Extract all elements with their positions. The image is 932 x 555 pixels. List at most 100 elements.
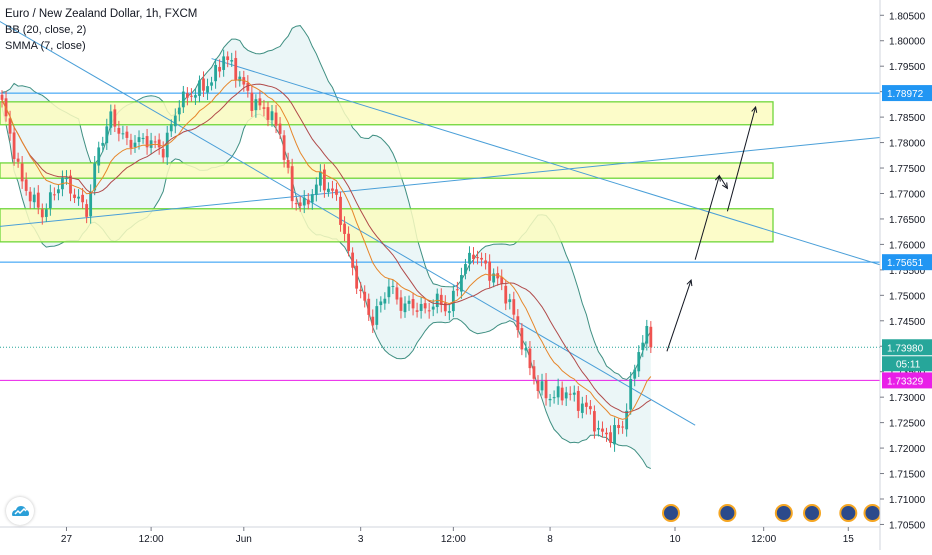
price-label-badge <box>882 85 932 102</box>
candle <box>512 291 516 320</box>
y-tick-label: 1.75000 <box>889 291 926 302</box>
candle-body <box>274 112 278 126</box>
candle <box>351 247 355 276</box>
candle-body <box>504 285 508 304</box>
projection-arrowhead-4 <box>751 105 758 113</box>
candle <box>0 90 4 108</box>
candle-body <box>395 287 399 300</box>
candle <box>185 87 189 106</box>
candle-body <box>137 137 141 143</box>
indicator-smma-label[interactable]: SMMA (7, close) <box>5 40 86 52</box>
y-tick-label: 1.72500 <box>889 419 926 430</box>
candle-body <box>36 192 40 208</box>
candle <box>568 386 572 401</box>
candle <box>133 135 137 153</box>
candle <box>383 292 387 310</box>
candle <box>181 85 185 113</box>
candle <box>77 189 80 206</box>
candle-body <box>593 411 596 432</box>
candle-body <box>649 326 653 348</box>
candle <box>597 420 600 437</box>
candle <box>427 302 431 319</box>
y-tick-label: 1.77500 <box>889 164 926 175</box>
candle <box>73 188 76 204</box>
candle <box>335 182 338 201</box>
moving-averages <box>1 79 652 420</box>
projection-arrow-3 <box>718 175 728 189</box>
candle <box>294 197 298 211</box>
candle <box>649 321 653 353</box>
candle <box>508 293 512 310</box>
candle <box>157 133 161 155</box>
candle-body <box>318 171 322 186</box>
candle-body <box>609 432 612 443</box>
candle-body <box>262 107 266 109</box>
x-tick-label: 3 <box>358 534 364 545</box>
candle-body <box>387 286 391 298</box>
candle-body <box>327 188 330 192</box>
candle <box>419 297 423 319</box>
candle-body <box>580 403 584 413</box>
candle <box>488 254 492 289</box>
candle-body <box>185 93 189 98</box>
candle <box>149 132 153 155</box>
candle <box>226 51 230 68</box>
candle <box>36 185 40 215</box>
candle-body <box>359 289 363 292</box>
candle-body <box>20 163 24 182</box>
candle-body <box>588 406 592 410</box>
candle-body <box>258 98 262 106</box>
candle <box>302 190 306 214</box>
candle-body <box>57 189 60 194</box>
candle <box>403 296 407 318</box>
candle-body <box>323 169 326 191</box>
candle <box>460 267 463 299</box>
candle <box>564 386 568 406</box>
candle-body <box>399 297 403 311</box>
candle-body <box>190 95 193 97</box>
candle-body <box>613 425 616 445</box>
candle <box>177 100 181 122</box>
candle-body <box>335 189 338 195</box>
candle <box>548 394 552 407</box>
x-tick-label: 15 <box>843 534 855 545</box>
economic-events <box>661 504 882 522</box>
candle <box>637 345 641 378</box>
bb-basis-line <box>1 83 652 414</box>
price-label-text: 1.73980 <box>887 343 924 354</box>
candle <box>230 52 234 67</box>
candle-body <box>371 316 375 326</box>
candle-body <box>270 111 274 121</box>
candle <box>270 104 274 127</box>
candle-body <box>451 290 455 312</box>
candle <box>641 335 645 358</box>
candle-body <box>597 428 600 430</box>
candle-body <box>629 379 633 410</box>
candle <box>290 158 294 209</box>
trendline-3 <box>211 58 881 266</box>
candle-body <box>177 107 181 115</box>
y-tick-label: 1.70500 <box>889 520 926 531</box>
candle-body <box>246 82 250 91</box>
price-label-badge <box>882 254 932 271</box>
candle-body <box>460 275 463 292</box>
candle-body <box>415 310 419 312</box>
candle <box>113 104 117 133</box>
candle <box>198 75 201 103</box>
candle <box>484 253 487 270</box>
candle <box>343 216 346 242</box>
candle <box>593 405 596 439</box>
candle-body <box>52 194 56 196</box>
x-tick-label: 8 <box>547 534 553 545</box>
tradingview-logo-icon[interactable] <box>6 497 34 525</box>
candle-body <box>294 203 298 205</box>
y-tick-label: 1.71000 <box>889 495 926 506</box>
indicator-bb-label[interactable]: BB (20, close, 2) <box>5 24 87 36</box>
candle <box>145 128 149 155</box>
candle <box>206 78 209 100</box>
candle-body <box>181 91 185 108</box>
candle <box>278 117 282 139</box>
